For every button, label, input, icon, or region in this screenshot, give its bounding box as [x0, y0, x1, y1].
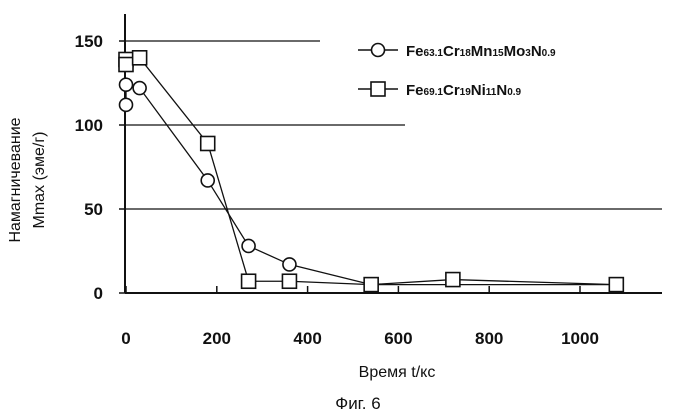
- y-axis-title-line2: Mmax (эме/г): [31, 132, 48, 229]
- x-tick-label: 800: [475, 329, 503, 348]
- legend-label: Fe69.1Cr19Ni11N0.9: [406, 82, 522, 99]
- y-tick-label: 0: [94, 284, 103, 303]
- x-tick-label: 0: [121, 329, 130, 348]
- legend-entry: Fe63.1Cr18Mn15Mo3N0.9: [358, 43, 556, 60]
- x-tick-labels: 0 200 400 600 800 1000: [121, 286, 599, 348]
- x-tick-label: 200: [203, 329, 231, 348]
- x-tick-label: 600: [384, 329, 412, 348]
- legend: Fe63.1Cr18Mn15Mo3N0.9 Fe69.1Cr19Ni11N0.9: [358, 43, 556, 99]
- y-tick-labels: 0 50 100 150: [75, 32, 125, 303]
- data-point-circle: [283, 258, 296, 271]
- data-point-circle: [120, 78, 133, 91]
- y-axis-title-line1: Намагничевание: [7, 117, 24, 242]
- data-point-circle: [120, 98, 133, 111]
- data-point-square: [119, 58, 133, 72]
- x-axis-title: Время t/кс: [359, 364, 436, 381]
- data-point-square: [446, 273, 460, 287]
- data-point-square: [364, 278, 378, 292]
- x-tick-label: 400: [293, 329, 321, 348]
- axes: [125, 14, 662, 293]
- y-tick-label: 50: [84, 200, 103, 219]
- y-tick-label: 100: [75, 116, 103, 135]
- legend-marker-square: [371, 82, 385, 96]
- data-point-square: [201, 136, 215, 150]
- data-point-square: [242, 274, 256, 288]
- data-point-circle: [133, 82, 146, 95]
- figure-caption: Фиг. 6: [335, 394, 380, 413]
- series-fe-cr-mn-mo-n: [120, 78, 623, 291]
- legend-label: Fe63.1Cr18Mn15Mo3N0.9: [406, 43, 556, 60]
- legend-entry: Fe69.1Cr19Ni11N0.9: [358, 82, 522, 99]
- x-tick-label: 1000: [561, 329, 599, 348]
- data-point-circle: [242, 239, 255, 252]
- data-point-square: [609, 278, 623, 292]
- data-point-circle: [201, 174, 214, 187]
- data-point-square: [282, 274, 296, 288]
- data-point-square: [133, 51, 147, 65]
- series-line: [126, 85, 616, 285]
- legend-marker-circle: [372, 44, 385, 57]
- y-tick-label: 150: [75, 32, 103, 51]
